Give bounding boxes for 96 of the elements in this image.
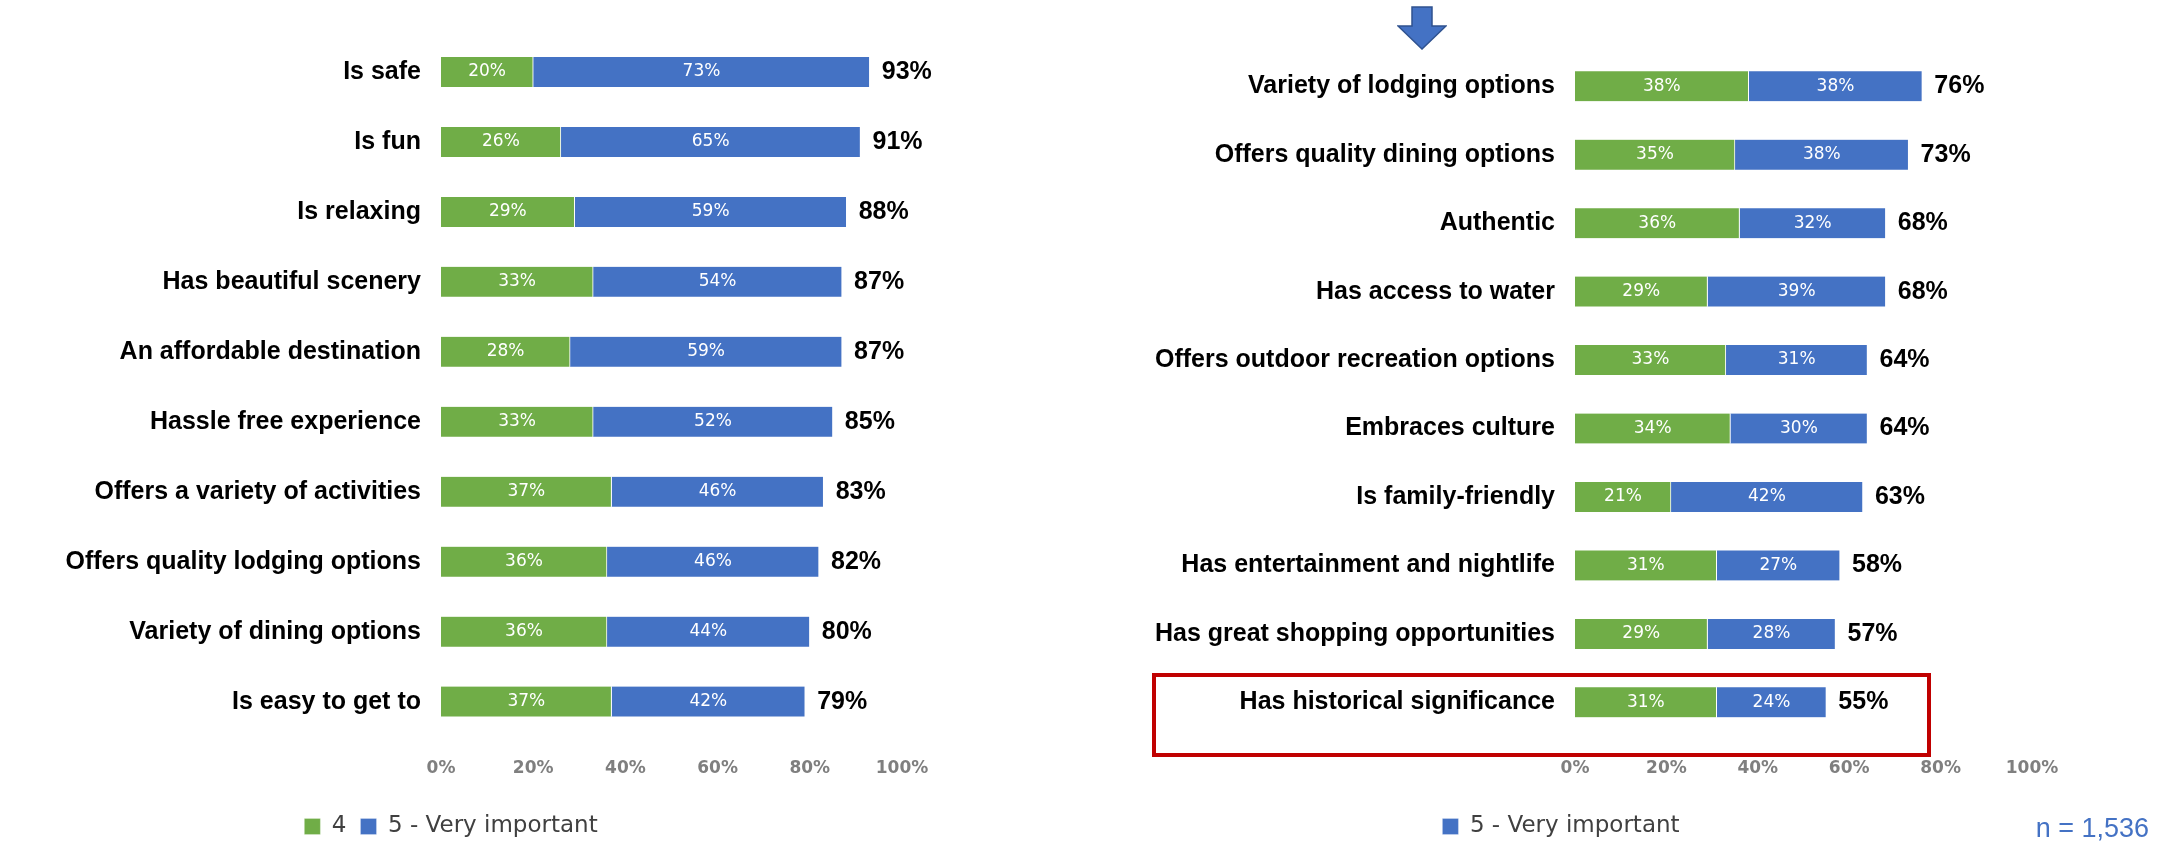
total-label: 80% <box>821 615 872 644</box>
text: n = 1,536 <box>2035 813 2149 844</box>
x-tick-label: 80% <box>789 757 831 778</box>
data-label: 38% <box>1642 74 1681 95</box>
total-label: 88% <box>858 195 909 224</box>
data-label: 27% <box>1759 553 1798 574</box>
data-label: 36% <box>505 620 543 641</box>
data-label: 20% <box>468 60 506 81</box>
y-tick-label: Variety of dining options <box>129 615 421 644</box>
data-label: 46% <box>694 550 732 571</box>
total-label: 83% <box>835 475 886 504</box>
data-label: 65% <box>691 130 730 151</box>
data-label: 29% <box>488 200 527 221</box>
total-label: 76% <box>1934 70 1985 99</box>
x-tick-label: 40% <box>1737 757 1779 778</box>
y-tick-label: Is fun <box>354 125 421 154</box>
data-label: 36% <box>505 550 543 571</box>
total-label: 87% <box>854 265 905 294</box>
y-tick-label: Embraces culture <box>1345 412 1556 441</box>
data-label: 59% <box>687 340 725 361</box>
x-tick-label: 0% <box>1560 757 1590 778</box>
total-label: 91% <box>872 125 923 154</box>
legend-label: 4 <box>331 811 347 838</box>
legend-label: 5 - Very important <box>1469 811 1680 838</box>
x-tick-label: 80% <box>1920 757 1961 778</box>
total-label: 93% <box>881 55 932 84</box>
total-label: 68% <box>1897 207 1948 236</box>
data-label: 39% <box>1777 280 1816 301</box>
data-label: 42% <box>1748 485 1786 506</box>
data-label: 54% <box>698 270 737 291</box>
data-label: 37% <box>507 690 546 711</box>
y-tick-label: Is family-friendly <box>1356 480 1556 509</box>
y-tick-label: Is easy to get to <box>232 685 421 714</box>
data-label: 38% <box>1816 74 1855 95</box>
data-label: 21% <box>1604 485 1642 506</box>
y-tick-label: Offers outdoor recreation options <box>1154 343 1555 372</box>
total-label: 64% <box>1879 343 1930 372</box>
y-tick-label: Has beautiful scenery <box>162 265 422 294</box>
x-tick-label: 100% <box>875 757 929 778</box>
y-tick-label: Is safe <box>343 55 422 84</box>
data-label: 38% <box>1802 143 1841 164</box>
y-tick-label: Has historical significance <box>1239 686 1556 715</box>
data-label: 29% <box>1622 622 1661 643</box>
total-label: 82% <box>831 545 882 574</box>
data-label: 59% <box>691 200 730 221</box>
total-label: 79% <box>817 685 868 714</box>
y-tick-label: An affordable destination <box>119 335 421 364</box>
total-label: 58% <box>1852 549 1903 578</box>
data-label: 33% <box>498 410 536 431</box>
data-label: 44% <box>689 620 728 641</box>
total-label: 87% <box>854 335 905 364</box>
data-label: 33% <box>498 270 536 291</box>
data-label: 34% <box>1633 416 1672 437</box>
data-label: 28% <box>1752 622 1791 643</box>
data-label: 26% <box>482 130 520 151</box>
y-tick-label: Is relaxing <box>297 195 421 224</box>
total-label: 55% <box>1838 686 1889 715</box>
data-label: 73% <box>682 60 721 81</box>
x-tick-label: 20% <box>1646 757 1687 778</box>
data-label: 52% <box>694 410 732 431</box>
total-label: 73% <box>1920 138 1971 167</box>
x-tick-label: 100% <box>2005 757 2059 778</box>
data-label: 29% <box>1622 280 1661 301</box>
data-label: 28% <box>486 340 525 361</box>
data-label: 24% <box>1752 690 1791 711</box>
y-tick-label: Has great shopping opportunities <box>1154 617 1555 646</box>
y-tick-label: Has access to water <box>1315 275 1556 304</box>
total-label: 68% <box>1897 275 1948 304</box>
total-label: 64% <box>1879 412 1930 441</box>
y-tick-label: Offers quality dining options <box>1214 138 1555 167</box>
x-tick-label: 40% <box>605 757 646 778</box>
data-label: 31% <box>1626 690 1665 711</box>
data-label: 46% <box>698 480 737 501</box>
x-tick-label: 60% <box>1828 757 1870 778</box>
x-tick-label: 0% <box>426 757 456 778</box>
data-label: 37% <box>507 480 546 501</box>
y-tick-label: Variety of lodging options <box>1248 70 1555 99</box>
legend-label: 5 - Very important <box>387 811 598 838</box>
data-label: 31% <box>1777 348 1816 369</box>
total-label: 57% <box>1847 617 1898 646</box>
data-label: 30% <box>1780 416 1818 437</box>
total-label: 85% <box>844 405 895 434</box>
x-tick-label: 20% <box>512 757 554 778</box>
y-tick-label: Has entertainment and nightlife <box>1181 549 1556 578</box>
data-label: 32% <box>1793 211 1832 232</box>
x-tick-label: 60% <box>697 757 738 778</box>
data-label: 36% <box>1638 211 1677 232</box>
total-label: 63% <box>1874 480 1925 509</box>
data-label: 35% <box>1636 143 1674 164</box>
y-tick-label: Offers quality lodging options <box>65 545 421 574</box>
data-label: 42% <box>689 690 728 711</box>
data-label: 33% <box>1631 348 1670 369</box>
y-tick-label: Hassle free experience <box>149 405 422 434</box>
y-tick-label: Offers a variety of activities <box>94 475 421 504</box>
data-label: 31% <box>1626 553 1665 574</box>
y-tick-label: Authentic <box>1439 207 1556 236</box>
